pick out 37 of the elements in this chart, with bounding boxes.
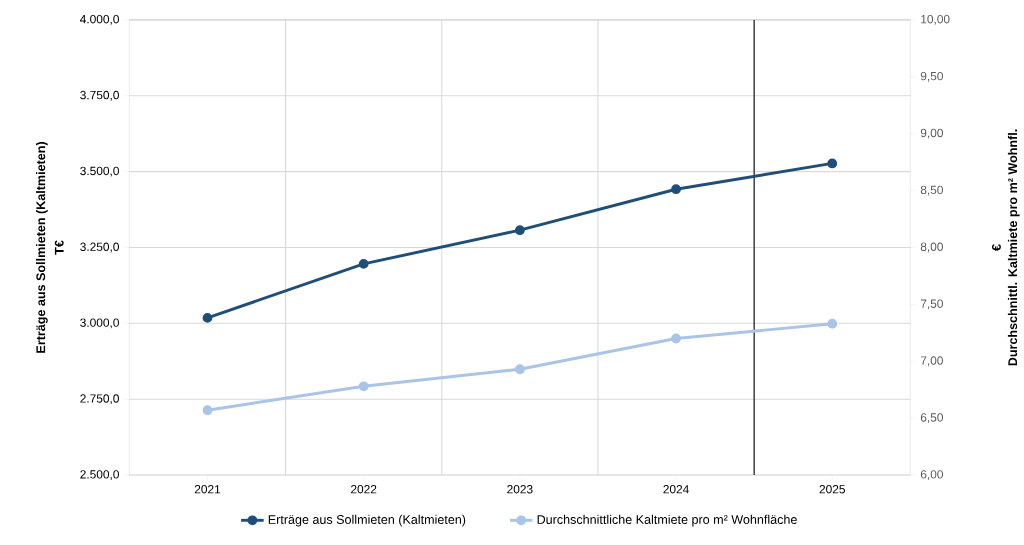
point [202,405,213,415]
y2-tick-label: 9,50 [920,71,943,82]
y-tick-label: 3.500,0 [80,166,119,177]
y-tick-label: 3.750,0 [80,90,119,101]
x-tick-label: 2024 [663,484,689,494]
y2-tick-label: 8,50 [920,185,943,196]
point [514,225,525,235]
y2-axis-title: Durchschnittl. Kaltmiete pro m² Wohnfl. [1007,129,1020,366]
y2-tick-label: 7,50 [920,299,943,310]
y-axis-title: Erträge aus Sollmieten (Kaltmieten) [35,141,48,353]
y-tick-label: 4.000,0 [80,14,119,25]
legend-label: Erträge aus Sollmieten (Kaltmieten) [268,514,466,527]
y2-tick-label: 8,00 [920,242,943,253]
text: T€ [54,240,64,255]
y-tick-label: 2.500,0 [80,469,119,480]
text: € [991,244,1001,251]
y2-tick-label: 6,00 [920,469,943,480]
x-tick-label: 2023 [507,484,533,494]
point [671,333,681,344]
y2-tick-label: 7,00 [920,356,943,366]
y-tick-label: 3.250,0 [80,242,119,253]
x-tick-label: 2022 [351,484,377,494]
point [827,158,838,169]
y2-tick-label: 6,50 [920,413,943,423]
point [514,364,525,374]
y2-tick-label: 9,00 [920,128,943,139]
point [827,318,838,329]
legend-label: Durchschnittliche Kaltmiete pro m² Wohnfläche [537,514,797,527]
point [358,381,369,392]
y-tick-label: 2.750,0 [80,394,119,404]
point [202,312,213,323]
point [358,258,369,269]
y-tick-label: 3.000,0 [80,318,119,329]
point [671,184,681,194]
x-tick-label: 2021 [194,484,221,494]
x-tick-label: 2025 [819,484,845,494]
y2-tick-label: 10,00 [921,14,950,25]
